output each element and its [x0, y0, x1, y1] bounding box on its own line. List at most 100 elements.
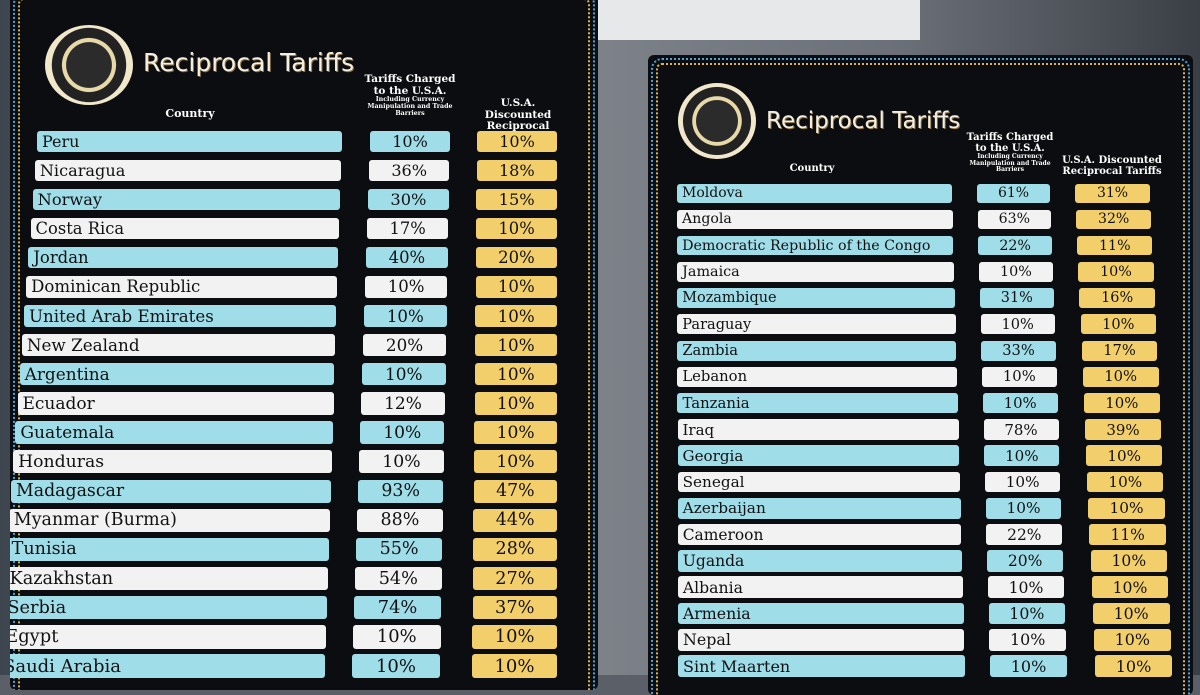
charged-tariff-cell: 74% — [354, 595, 442, 620]
discounted-tariff-cell: 11% — [1089, 524, 1166, 546]
charged-tariff-cell: 10% — [982, 366, 1057, 388]
country-cell: Senegal — [677, 471, 960, 493]
discounted-header: U.S.A. Discounted Reciprocal Tariffs — [1062, 155, 1162, 177]
country-cell: Argentina — [19, 363, 335, 386]
country-header: Country — [165, 107, 215, 120]
charged-tariff-cell: 93% — [358, 479, 444, 503]
board-title: Reciprocal Tariffs — [143, 48, 355, 77]
country-cell: Costa Rica — [30, 217, 340, 240]
country-cell: Dominican Republic — [26, 275, 338, 298]
charged-tariff-cell: 10% — [984, 471, 1061, 493]
country-cell: Myanmar (Burma) — [10, 508, 330, 532]
country-cell: Serbia — [10, 595, 327, 620]
charged-tariff-cell: 10% — [353, 624, 441, 649]
charged-tariff-cell: 20% — [363, 334, 447, 357]
country-cell: Democratic Republic of the Congo — [677, 235, 954, 256]
discounted-tariff-cell: 10% — [475, 275, 557, 298]
ceiling — [590, 0, 920, 40]
discounted-tariff-cell: 10% — [1088, 497, 1165, 519]
discounted-tariff-cell: 10% — [1095, 655, 1172, 677]
country-cell: Kazakhstan — [10, 566, 328, 591]
discounted-tariff-cell: 18% — [476, 159, 557, 181]
presidential-seal-icon — [45, 25, 133, 105]
charged-header: Tariffs Charged to the U.S.A. Including C… — [966, 132, 1054, 174]
country-cell: Paraguay — [677, 314, 956, 335]
charged-tariff-cell: 17% — [367, 217, 449, 240]
charged-tariff-cell: 10% — [979, 262, 1053, 282]
charged-tariff-cell: 40% — [366, 246, 448, 269]
charged-tariff-cell: 10% — [980, 314, 1055, 335]
discounted-tariff-cell: 10% — [1086, 445, 1163, 467]
country-cell: Madagascar — [11, 479, 331, 503]
country-cell: Tunisia — [10, 537, 329, 561]
charged-tariff-cell: 63% — [977, 209, 1051, 229]
charged-tariff-cell: 10% — [360, 421, 445, 444]
discounted-tariff-cell: 28% — [473, 537, 557, 561]
discounted-tariff-cell: 10% — [1082, 366, 1159, 388]
charged-tariff-cell: 78% — [983, 419, 1059, 440]
discounted-tariff-cell: 10% — [474, 421, 557, 444]
country-cell: Zambia — [677, 340, 957, 361]
charged-tariff-cell: 10% — [362, 363, 446, 386]
discounted-tariff-cell: 10% — [1083, 393, 1160, 414]
discounted-tariff-cell: 27% — [472, 566, 557, 591]
charged-tariff-cell: 22% — [978, 235, 1052, 256]
charged-tariff-cell: 22% — [986, 524, 1063, 546]
country-cell: Sint Maarten — [678, 655, 965, 677]
charged-tariff-cell: 33% — [981, 340, 1056, 361]
discounted-tariff-cell: 39% — [1085, 419, 1161, 440]
country-cell: Ecuador — [17, 392, 334, 415]
charged-tariff-cell: 10% — [984, 445, 1060, 467]
country-cell: United Arab Emirates — [24, 305, 337, 327]
country-cell: Angola — [677, 209, 953, 229]
country-cell: Armenia — [677, 602, 964, 625]
country-cell: Mozambique — [677, 288, 955, 308]
discounted-tariff-cell: 47% — [473, 479, 557, 503]
charged-tariff-cell: 10% — [982, 393, 1058, 414]
charged-tariff-cell: 10% — [987, 576, 1065, 598]
country-cell: New Zealand — [21, 334, 336, 357]
charged-tariff-cell: 10% — [989, 628, 1067, 651]
country-cell: Uganda — [677, 550, 963, 572]
discounted-tariff-cell: 31% — [1075, 183, 1150, 203]
discounted-tariff-cell: 10% — [472, 624, 557, 649]
discounted-tariff-cell: 10% — [475, 334, 557, 357]
country-cell: Moldova — [677, 183, 952, 203]
discounted-tariff-cell: 11% — [1077, 235, 1153, 256]
charged-tariff-cell: 10% — [359, 450, 444, 474]
charged-tariff-cell: 54% — [355, 566, 442, 591]
discounted-tariff-cell: 10% — [474, 392, 557, 415]
country-cell: Guatemala — [15, 421, 333, 444]
country-cell: Iraq — [677, 419, 959, 440]
country-cell: Honduras — [13, 450, 332, 474]
tariff-board-right: Reciprocal Tariffs Country Tariffs Charg… — [648, 55, 1193, 695]
country-cell: Albania — [677, 576, 963, 598]
country-cell: Norway — [32, 188, 341, 210]
charged-tariff-cell: 88% — [357, 508, 443, 532]
presidential-seal-icon — [678, 83, 756, 159]
charged-tariff-cell: 12% — [361, 392, 445, 415]
discounted-tariff-cell: 10% — [475, 305, 557, 327]
country-cell: Lebanon — [677, 366, 958, 388]
country-cell: Saudi Arabia — [10, 654, 325, 678]
discounted-tariff-cell: 10% — [473, 450, 557, 474]
tariff-board-left: Reciprocal Tariffs Country Tariffs Charg… — [10, 0, 598, 690]
discounted-tariff-cell: 10% — [1087, 471, 1164, 493]
country-cell: Nicaragua — [34, 159, 342, 181]
discounted-tariff-cell: 10% — [474, 363, 557, 386]
discounted-tariff-cell: 10% — [1092, 602, 1170, 625]
discounted-tariff-cell: 15% — [476, 188, 557, 210]
discounted-tariff-cell: 32% — [1076, 209, 1152, 229]
charged-tariff-cell: 10% — [364, 305, 447, 327]
discounted-tariff-cell: 10% — [1090, 550, 1168, 572]
country-cell: Tanzania — [677, 393, 958, 414]
charged-tariff-cell: 55% — [356, 537, 443, 561]
discounted-tariff-cell: 44% — [473, 508, 557, 532]
country-cell: Peru — [37, 130, 342, 152]
discounted-tariff-cell: 37% — [472, 595, 557, 620]
discounted-tariff-cell: 10% — [1078, 262, 1154, 282]
charged-tariff-cell: 10% — [370, 130, 450, 152]
discounted-tariff-cell: 10% — [1080, 314, 1157, 335]
board-title: Reciprocal Tariffs — [766, 108, 961, 134]
discounted-tariff-cell: 10% — [472, 654, 557, 678]
